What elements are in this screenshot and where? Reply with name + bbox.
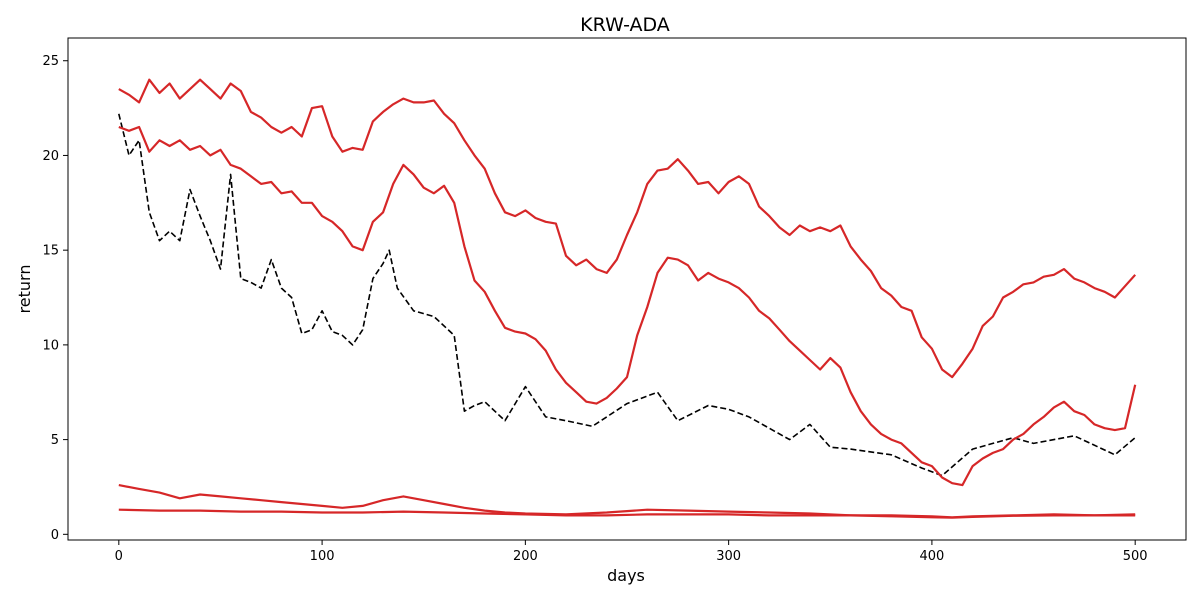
series-line-2: [118, 78, 1137, 379]
plot-frame: [67, 37, 1187, 541]
series-line-3: [118, 125, 1137, 487]
x-tick-label: 400: [919, 549, 944, 564]
x-axis-title: days: [607, 566, 645, 585]
x-axis: 0 100 200 300 400 500: [115, 540, 1148, 564]
y-tick-label: 15: [42, 244, 59, 259]
chart-title: KRW-ADA: [580, 14, 670, 36]
x-tick-label: 0: [115, 549, 123, 564]
y-tick-label: 20: [42, 149, 59, 164]
x-tick-label: 100: [310, 549, 335, 564]
y-axis-title: return: [15, 265, 34, 314]
plot-area: [118, 78, 1137, 519]
series-line-1: [118, 113, 1136, 477]
x-tick-label: 500: [1123, 549, 1148, 564]
series-line-5: [118, 508, 1136, 519]
y-tick-label: 10: [42, 338, 59, 353]
y-tick-label: 5: [51, 433, 59, 448]
x-tick-label: 200: [513, 549, 538, 564]
y-axis: 0 5 10 15 20 25: [42, 54, 68, 543]
y-tick-label: 0: [51, 528, 59, 543]
x-tick-label: 300: [716, 549, 741, 564]
y-tick-label: 25: [42, 54, 59, 69]
